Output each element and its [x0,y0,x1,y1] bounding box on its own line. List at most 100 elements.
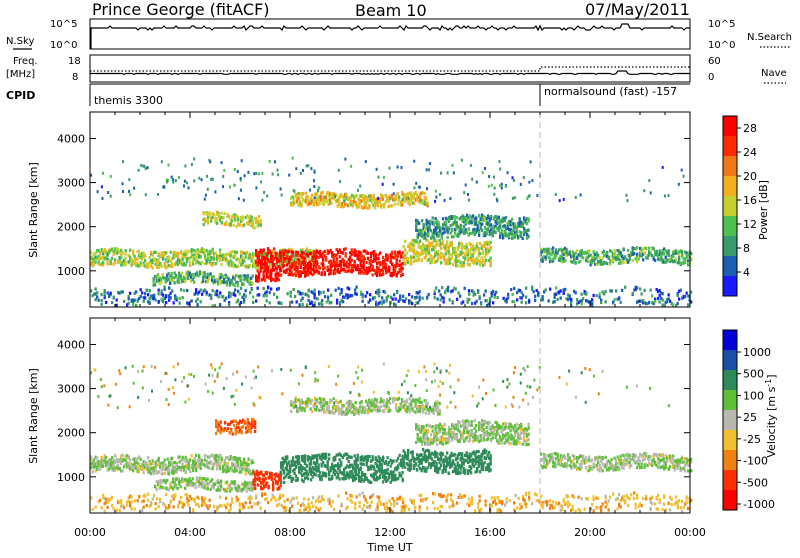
echo-cell [171,457,173,460]
echo-cell [365,160,367,163]
echo-cell [505,185,507,188]
echo-cell [564,288,566,291]
echo-cell [220,421,222,424]
echo-cell [623,247,625,250]
echo-cell [254,226,256,229]
echo-cell [654,259,656,262]
echo-cell [358,205,360,208]
echo-cell [365,295,367,298]
echo-cell [272,173,274,176]
echo-cell [252,461,254,464]
echo-cell [357,189,359,192]
echo-cell [600,260,602,263]
echo-cell [228,303,230,306]
echo-cell [195,469,197,472]
echo-cell [314,196,316,199]
echo-cell [246,490,248,493]
echo-cell [128,190,130,193]
echo-cell [230,254,232,257]
echo-cell [531,286,533,289]
echo-cell [207,222,209,225]
echo-cell [343,260,345,263]
echo-cell [242,218,244,221]
echo-cell [143,471,145,474]
echo-cell [563,292,565,295]
echo-cell [154,485,156,488]
echo-cell [237,218,239,221]
echo-cell [212,467,214,470]
echo-cell [243,223,245,226]
echo-cell [623,261,625,264]
echo-cell [200,300,202,303]
echo-cell [270,251,272,254]
echo-cell [197,303,199,306]
freq-tick-bottom: 8 [72,72,78,83]
echo-cell [240,189,242,192]
echo-cell [644,289,646,292]
echo-cell [441,286,443,289]
echo-cell [320,291,322,294]
echo-cell [219,463,221,466]
echo-cell [201,293,203,296]
echo-cell [102,261,104,264]
echo-cell [105,456,107,459]
echo-cell [605,290,607,293]
echo-cell [122,469,124,472]
echo-cell [521,301,523,304]
echo-cell [528,229,530,232]
echo-cell [168,472,170,475]
echo-cell [406,251,408,254]
echo-cell [374,296,376,299]
echo-cell [591,298,593,301]
echo-cell [451,229,453,232]
echo-cell [266,299,268,302]
echo-cell [294,295,296,298]
echo-cell [206,175,208,178]
freq-panel: Freq. [MHz] 18 8 60 0 Nave [6,55,787,83]
echo-cell [219,252,221,255]
echo-cell [391,252,393,255]
echo-cell [221,458,223,461]
echo-cell [452,263,454,266]
echo-cell [465,228,467,231]
echo-cell [230,292,232,295]
echo-cell [468,228,470,231]
echo-cell [608,256,610,259]
echo-cell [402,198,404,201]
echo-cell [149,256,151,259]
echo-cell [209,160,211,163]
echo-cell [143,165,145,168]
echo-cell [144,254,146,257]
echo-cell [569,251,571,254]
echo-cell [290,295,292,298]
echo-cell [317,297,319,300]
echo-cell [636,286,638,289]
echo-cell [382,256,384,259]
echo-cell [234,294,236,297]
echo-cell [101,299,103,302]
echo-cell [440,172,442,175]
echo-cell [395,297,397,300]
echo-cell [445,252,447,255]
echo-cell [215,252,217,255]
echo-cell [402,273,404,276]
echo-cell [457,264,459,267]
echo-cell [278,274,280,277]
echo-cell [258,273,260,276]
echo-cell [232,433,234,436]
echo-cell [273,293,275,296]
echo-cell [132,303,134,306]
echo-cell [128,302,130,305]
echo-cell [421,219,423,222]
echo-cell [321,303,323,306]
echo-cell [443,256,445,259]
echo-cell [407,261,409,264]
echo-cell [238,485,240,488]
echo-cell [122,190,124,193]
echo-cell [297,251,299,254]
nsky-label: N.Sky [6,36,34,47]
echo-cell [182,258,184,261]
echo-cell [575,262,577,265]
echo-cell [434,200,436,203]
echo-cell [192,477,194,480]
